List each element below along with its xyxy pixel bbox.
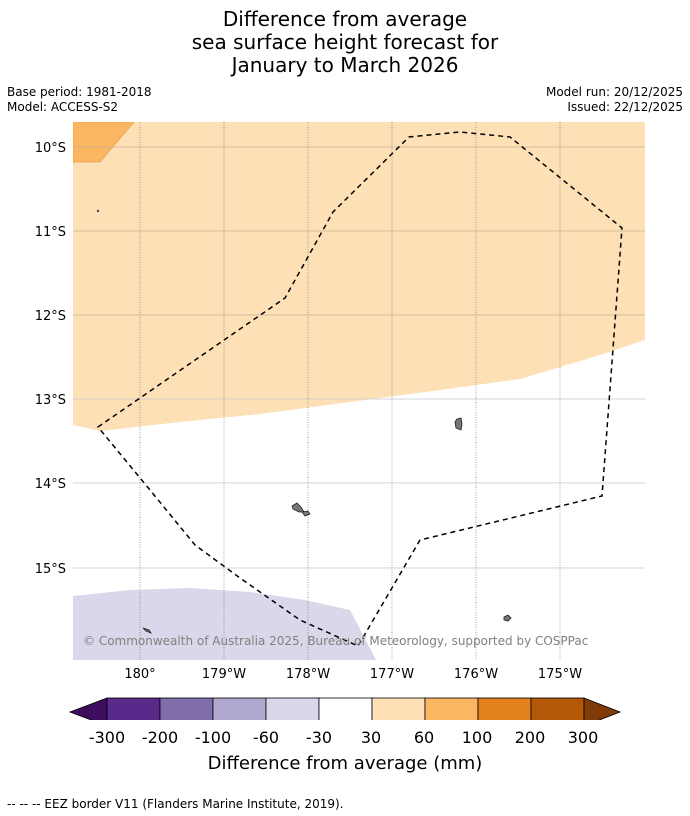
chart-title: Difference from average sea surface heig… xyxy=(0,8,690,77)
colorbar-label: 30 xyxy=(360,728,382,747)
issued-label: Issued: 22/12/2025 xyxy=(567,100,683,114)
lon-label: 176°W xyxy=(454,667,498,682)
colorbar-segment xyxy=(265,697,320,720)
lat-label: 12°S xyxy=(35,309,66,324)
colorbar-label: 100 xyxy=(461,728,493,747)
reef-south-west xyxy=(142,627,153,634)
lat-gridlines xyxy=(73,146,645,316)
island-south-east xyxy=(503,614,512,622)
eez-footnote: -- -- -- EEZ border V11 (Flanders Marine… xyxy=(7,797,344,811)
title-line-2: sea surface height forecast for xyxy=(191,30,499,54)
map-svg: © Commonwealth of Australia 2025, Bureau… xyxy=(35,122,645,720)
colorbar-extend-low xyxy=(68,697,108,720)
colorbar-extend-high xyxy=(583,697,622,720)
colorbar-segment xyxy=(106,697,161,720)
lat-label: 10°S xyxy=(35,141,66,156)
lat-label: 14°S xyxy=(35,477,66,492)
lon-gridlines xyxy=(139,122,561,660)
eez-border xyxy=(96,131,623,647)
colorbar-segment xyxy=(371,697,426,720)
title-line-1: Difference from average xyxy=(222,7,468,31)
island-north xyxy=(454,417,463,431)
colorbar-segment xyxy=(318,697,373,720)
colorbar-label: -200 xyxy=(141,728,179,747)
title-line-3: January to March 2026 xyxy=(231,53,459,77)
colorbar-segment xyxy=(212,697,267,720)
colorbar-label: 300 xyxy=(567,728,599,747)
lon-label: 178°W xyxy=(286,667,330,682)
colorbar-label: -30 xyxy=(305,728,333,747)
colorbar-label: -300 xyxy=(88,728,126,747)
negative-anomaly-region xyxy=(73,588,376,660)
model-label: Model: ACCESS-S2 xyxy=(7,100,119,114)
lon-label: 180° xyxy=(124,667,155,682)
island-west-2 xyxy=(301,510,311,517)
lat-label: 15°S xyxy=(35,562,66,577)
colorbar-segment xyxy=(424,697,479,720)
islands xyxy=(142,417,512,634)
base-period-label: Base period: 1981-2018 xyxy=(7,85,152,99)
colorbar-label: 60 xyxy=(413,728,435,747)
model-run-label: Model run: 20/12/2025 xyxy=(545,85,683,99)
colorbar-label: -100 xyxy=(194,728,232,747)
lat-label: 13°S xyxy=(35,393,66,408)
lon-axis-labels: 180° 179°W 178°W 177°W 176°W 175°W xyxy=(124,667,582,682)
lon-label: 175°W xyxy=(538,667,582,682)
lon-label: 177°W xyxy=(370,667,414,682)
lat-gridlines-lower xyxy=(73,398,645,569)
colorbar-segment xyxy=(530,697,585,720)
colorbar-label: 200 xyxy=(514,728,546,747)
meta-right: Model run: 20/12/2025 Issued: 22/12/2025 xyxy=(546,85,683,115)
colorbar-segment xyxy=(477,697,532,720)
meta-left: Base period: 1981-2018 Model: ACCESS-S2 xyxy=(7,85,152,115)
higher-anomaly-patch xyxy=(73,122,135,163)
positive-anomaly-region xyxy=(73,122,645,431)
lat-axis-labels: 10°S 11°S 12°S 13°S 14°S 15°S xyxy=(35,141,66,577)
copyright-notice: © Commonwealth of Australia 2025, Bureau… xyxy=(83,634,588,648)
lat-label: 11°S xyxy=(35,225,66,240)
colorbar xyxy=(68,697,622,720)
colorbar-title: Difference from average (mm) xyxy=(207,753,483,774)
colorbar-segment xyxy=(159,697,214,720)
lon-label: 179°W xyxy=(202,667,246,682)
islet-north-west xyxy=(96,209,100,213)
colorbar-label: -60 xyxy=(252,728,280,747)
